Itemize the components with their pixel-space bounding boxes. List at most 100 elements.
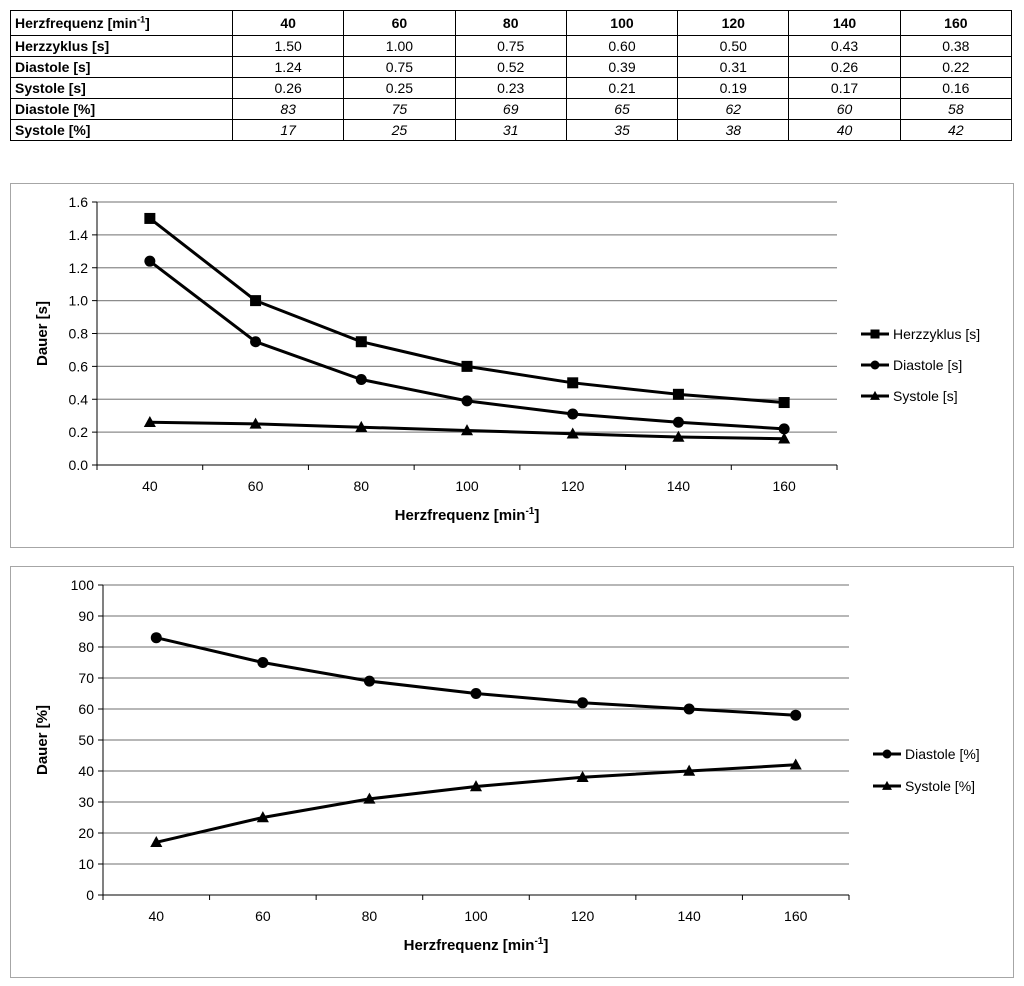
data-point [144,212,156,224]
table-cell: 0.26 [231,77,345,99]
table-cell: 38 [677,119,790,141]
table-column-header: 120 [677,10,790,36]
data-point [363,792,376,804]
data-table: Herzfrequenz [min-1] 40 60 80 100 120 140 160 He… [10,10,1013,141]
table-cell: 0.52 [454,56,567,78]
table-cell: 0.50 [677,35,790,57]
table-cell: 0.23 [454,77,567,99]
y-tick-label: 0.0 [69,457,89,473]
x-tick-label: 80 [353,478,369,494]
chart-2-duration-percent: 0 10 20 30 40 50 60 70 80 90 100 40 60 80 100 120 140 160… [34,577,980,954]
table-cell: 0.17 [788,77,901,99]
data-point [778,423,790,435]
table-cell: 0.16 [899,77,1013,99]
data-point [683,703,695,715]
table-row-label: Herzzyklus [s] [10,35,233,57]
data-point [567,377,579,389]
y-tick-label: 80 [78,639,94,655]
y-tick-label: 60 [78,701,94,717]
data-point [778,397,790,409]
y-tick-label: 1.6 [69,194,89,210]
legend-label: Herzzyklus [s] [893,326,980,342]
table-column-header: 60 [343,10,456,36]
table-cell: 31 [454,119,567,141]
table-cell: 0.19 [677,77,790,99]
table-cell: 1.00 [343,35,456,57]
legend-label: Diastole [s] [893,357,962,373]
data-point [672,416,684,428]
data-point [683,764,696,776]
y-tick-label: 1.4 [69,227,89,243]
table-cell: 0.39 [565,56,679,78]
data-point [790,709,802,721]
table-cell: 0.43 [788,35,901,57]
table-header-label: Herzfrequenz [min-1] [10,10,233,36]
data-point [778,432,791,444]
data-point [250,295,262,307]
table-cell: 0.26 [788,56,901,78]
y-tick-label: 0.8 [69,326,89,342]
table-cell: 25 [343,119,456,141]
data-point [470,688,482,699]
y-tick-label: 20 [78,825,94,841]
table-cell: 0.75 [343,56,456,78]
x-tick-label: 60 [255,908,271,924]
x-tick-label: 140 [667,478,691,494]
table-row: Systole [s] 0.26 0.25 0.23 0.21 0.19 0.17 0.16 [10,77,1013,99]
data-point [249,417,262,429]
table-cell: 40 [788,119,901,141]
table-column-header: 100 [565,10,679,36]
table-row: Diastole [s] 1.24 0.75 0.52 0.39 0.31 0.26 0.22 [10,56,1013,78]
data-point [256,811,269,823]
data-point [250,336,262,348]
data-point [150,632,162,644]
table-cell: 0.60 [565,35,679,57]
table-cell: 0.38 [899,35,1013,57]
data-point [144,255,156,267]
data-point [461,395,473,407]
table-row-label: Systole [%] [10,119,233,141]
data-point [672,430,685,442]
y-tick-label: 1.0 [69,293,89,309]
x-axis-title: Herzfrequenz [min-1] [395,506,540,524]
data-point [567,408,579,420]
x-tick-label: 140 [677,908,701,924]
data-point [355,336,367,348]
data-point [469,780,483,792]
x-tick-label: 120 [561,478,585,494]
y-axis-title: Dauer [s] [34,301,51,366]
table-column-header: 160 [899,10,1013,36]
legend-marker [870,329,880,339]
table-cell: 69 [454,98,567,120]
chart-1-duration-seconds: 0.0 0.2 0.4 0.6 0.8 1.0 1.2 1.4 1.6 40 60 80 100 120 1… [34,194,980,524]
table-column-header: 40 [231,10,345,36]
table-cell: 75 [343,98,456,120]
x-tick-label: 40 [148,908,164,924]
legend-marker [870,390,880,400]
table-cell: 58 [899,98,1013,120]
table-cell: 1.24 [231,56,345,78]
data-point [460,424,474,436]
legend-label: Systole [s] [893,388,958,404]
table-row: Systole [%] 17 25 31 35 38 40 42 [10,119,1013,141]
table-cell: 17 [231,119,345,141]
series-line [148,217,785,405]
table-cell: 83 [231,98,345,120]
y-tick-label: 0.4 [69,391,89,407]
table-cell: 60 [788,98,901,120]
legend-label: Systole [%] [905,778,975,794]
table-cell: 1.50 [231,35,345,57]
series-line [155,763,796,844]
data-point [576,770,589,782]
table-cell: 0.75 [454,35,567,57]
table-header-row: Herzfrequenz [min-1] 40 60 80 100 120 140 160 [10,10,1013,36]
data-point [355,374,367,386]
legend-label: Diastole [%] [905,746,980,762]
table-row-label: Diastole [%] [10,98,233,120]
y-tick-label: 30 [78,794,94,810]
data-point [257,657,269,668]
table-cell: 0.21 [565,77,679,99]
chart-1-frame: 0.0 0.2 0.4 0.6 0.8 1.0 1.2 1.4 1.6 40 60 80 100 120 1… [10,183,1014,548]
y-tick-label: 0.2 [69,424,89,440]
table-cell: 62 [677,98,790,120]
